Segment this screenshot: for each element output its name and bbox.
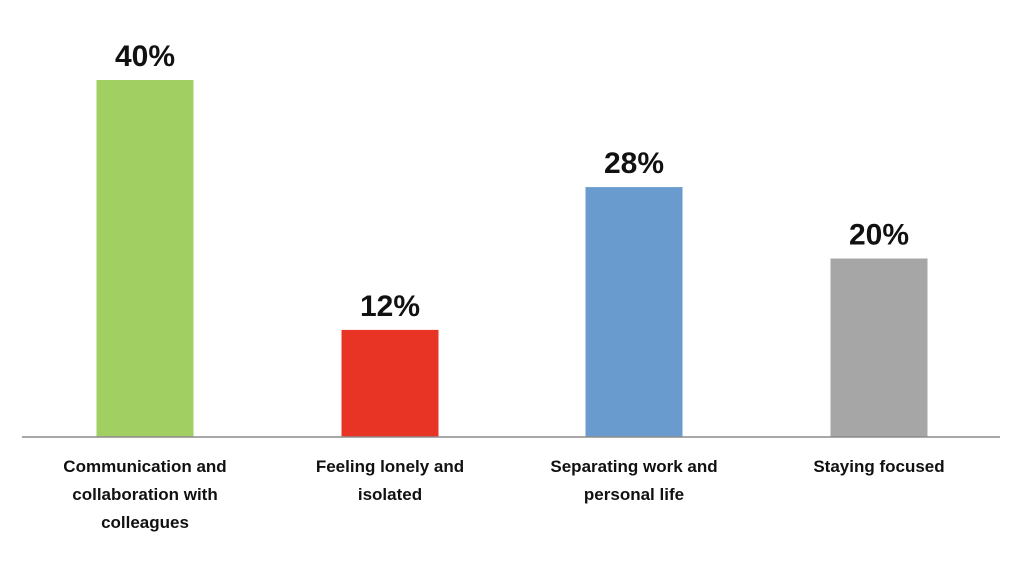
category-label-line: collaboration with [72, 485, 217, 504]
bar-1 [96, 80, 194, 437]
value-labels-group: 40% 12% 28% 20% [115, 40, 909, 323]
bar-4 [830, 258, 928, 437]
category-label-line: colleagues [101, 513, 189, 532]
category-label-4: Staying focused [813, 457, 944, 476]
category-label-line: Communication and [63, 457, 226, 476]
category-label-line: personal life [584, 485, 684, 504]
bars-group [96, 80, 928, 437]
value-label-2: 12% [360, 290, 420, 323]
category-label-line: Feeling lonely and [316, 457, 464, 476]
value-label-4: 20% [849, 219, 909, 252]
bar-2 [341, 329, 439, 437]
category-label-3: Separating work and personal life [550, 457, 717, 504]
category-label-line: Separating work and [550, 457, 717, 476]
category-label-line: Staying focused [813, 457, 944, 476]
value-label-1: 40% [115, 40, 175, 73]
value-label-3: 28% [604, 147, 664, 180]
category-labels-group: Communication and collaboration with colle… [63, 457, 944, 532]
category-label-line: isolated [358, 485, 422, 504]
category-label-2: Feeling lonely and isolated [316, 457, 464, 504]
bar-3 [585, 187, 683, 437]
category-label-1: Communication and collaboration with colle… [63, 457, 226, 532]
